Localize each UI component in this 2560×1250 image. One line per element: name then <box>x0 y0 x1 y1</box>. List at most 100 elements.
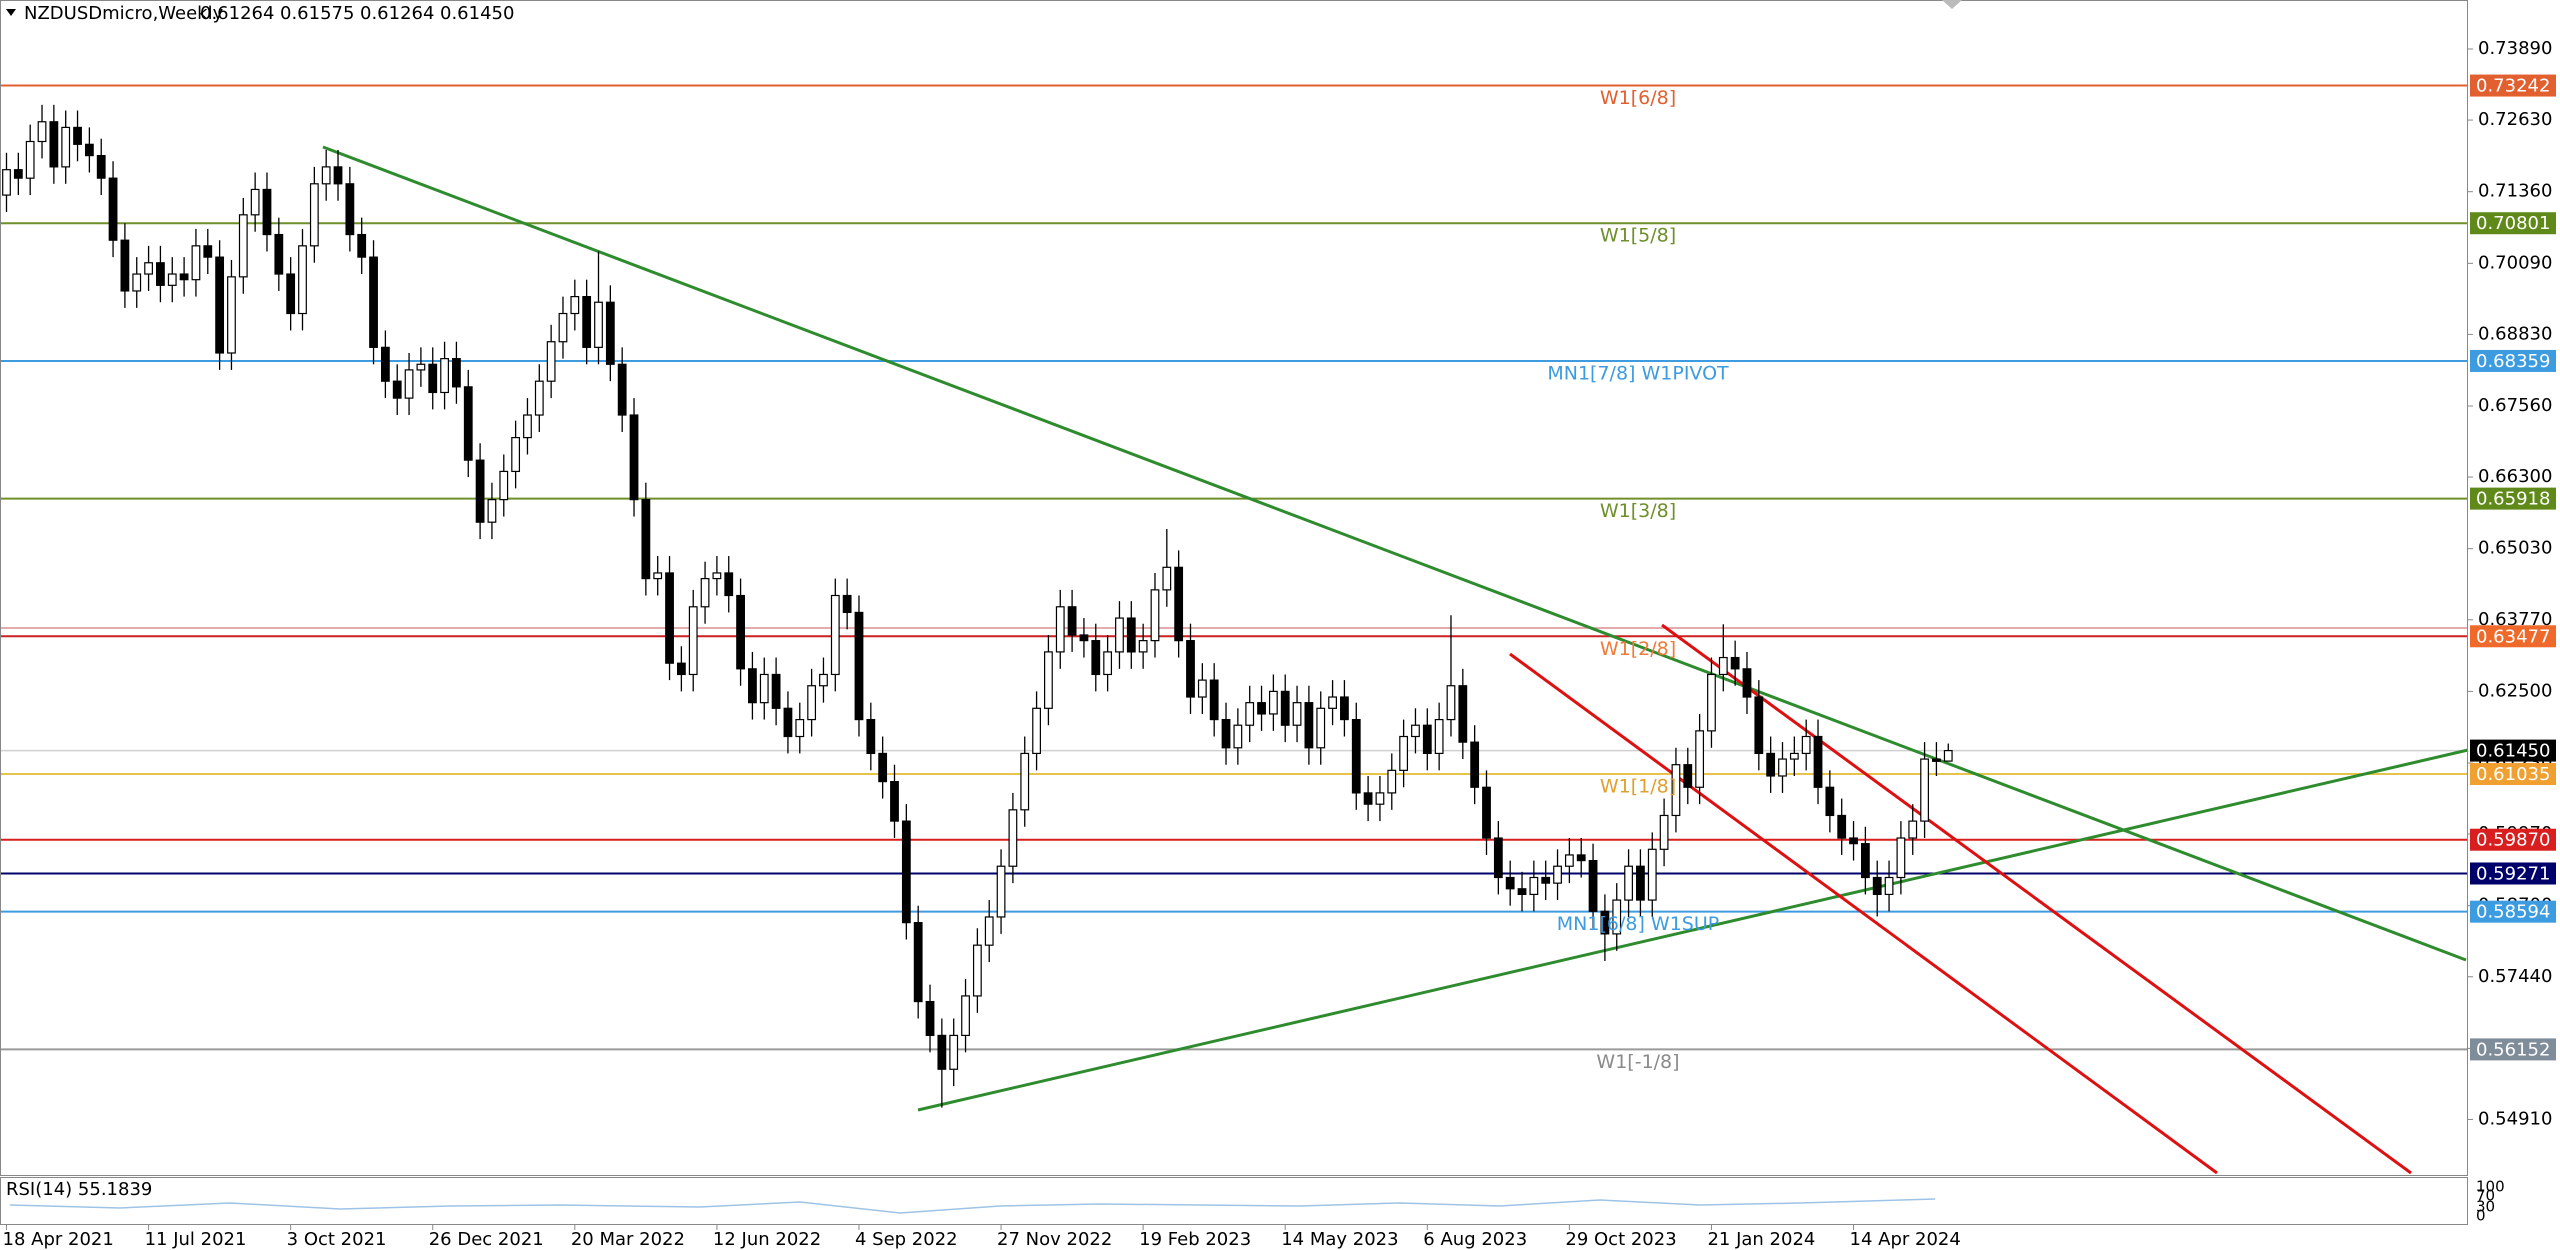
candle-body <box>345 183 355 236</box>
candle-body <box>748 668 757 704</box>
candle-body <box>392 380 402 399</box>
candle-body <box>795 718 805 738</box>
price-box-label: 0.59870 <box>2476 830 2550 851</box>
candle-body <box>523 414 532 439</box>
menu-arrow[interactable] <box>6 9 16 16</box>
candle-body <box>1411 724 1420 738</box>
candle-body <box>866 718 876 755</box>
price-box <box>2470 862 2556 885</box>
y-tick-label: 0.62500 <box>2478 680 2552 701</box>
candle-body <box>1884 876 1894 896</box>
rsi-tick: 0 <box>2476 1207 2486 1225</box>
candle-body <box>1754 696 1764 755</box>
y-tick-label: 0.73890 <box>2478 38 2552 59</box>
candle-body <box>1541 876 1551 884</box>
candle-body <box>819 673 828 687</box>
price-box-label: 0.63477 <box>2476 626 2550 647</box>
candle-body <box>1801 735 1811 755</box>
candle-body <box>309 183 319 247</box>
candle-body <box>1209 679 1219 721</box>
ohlc: 0.61450 <box>440 3 514 24</box>
channel-line <box>1661 623 2412 1175</box>
ohlc: 0.61575 <box>280 3 354 24</box>
candle-body <box>120 239 130 292</box>
price-box <box>2470 349 2556 372</box>
price-box <box>2470 739 2556 762</box>
candle-body <box>1896 837 1906 879</box>
candle-body <box>1375 792 1385 805</box>
price-box <box>2470 763 2556 786</box>
candle-body <box>416 363 426 371</box>
price-box-label: 0.70801 <box>2476 213 2550 234</box>
level-name: W1[5/8] <box>1600 225 1676 247</box>
candle-body <box>1055 606 1065 653</box>
candle-body <box>925 1000 935 1037</box>
candle-body <box>132 273 142 292</box>
candle-body <box>546 341 556 382</box>
price-box-label: 0.65918 <box>2476 489 2550 510</box>
candle-body <box>1860 843 1870 879</box>
candle-body <box>1079 634 1089 642</box>
candle-body <box>1434 718 1444 755</box>
candle-body <box>1115 617 1124 653</box>
candle-body <box>357 233 367 258</box>
candle-body <box>1197 679 1207 698</box>
candle-body <box>1245 702 1255 726</box>
price-box <box>2470 212 2556 235</box>
candle-body <box>1257 702 1266 715</box>
candle-body <box>759 673 769 704</box>
candle-body <box>1576 854 1586 862</box>
candle-body <box>463 386 473 461</box>
candle-body <box>558 312 568 343</box>
candle-body <box>108 177 118 241</box>
candle-body <box>1588 859 1598 912</box>
price-box-label: 0.61450 <box>2476 741 2550 762</box>
y-tick-label: 0.66300 <box>2478 466 2552 487</box>
candle-body <box>1730 656 1740 670</box>
candle-body <box>1671 764 1681 817</box>
price-box <box>2470 487 2556 510</box>
candle-body <box>1138 640 1148 653</box>
level-name: W1[6/8] <box>1600 87 1676 109</box>
candle-body <box>1150 589 1160 642</box>
ohlc: 0.61264 <box>360 3 434 24</box>
candle-body <box>1162 566 1172 591</box>
candle-body <box>783 707 793 738</box>
candle-body <box>830 594 840 676</box>
price-box <box>2470 74 2556 97</box>
price-box <box>2470 900 2556 923</box>
candle-body <box>807 685 817 721</box>
level-name: W1[2/8] <box>1600 638 1676 660</box>
candle-body <box>1174 566 1184 642</box>
candle-body <box>1458 685 1468 743</box>
x-tick-label: 18 Apr 2021 <box>3 1229 114 1250</box>
candle-body <box>404 369 414 399</box>
symbol: NZDUSDmicro,Weekly <box>24 3 224 24</box>
candle-body <box>1908 820 1918 839</box>
candle-body <box>144 262 153 275</box>
candle-body <box>972 944 982 997</box>
candle-body <box>1517 888 1527 896</box>
candle-body <box>842 594 852 614</box>
candle-body <box>617 363 627 416</box>
candle-body <box>1328 696 1337 709</box>
candle-body <box>1718 656 1728 676</box>
candle-body <box>1837 814 1847 839</box>
candle-body <box>653 572 663 580</box>
candle-body <box>736 594 745 670</box>
level-name: W1[3/8] <box>1600 500 1676 522</box>
candle-body <box>1008 809 1018 867</box>
x-tick-label: 6 Aug 2023 <box>1423 1229 1527 1250</box>
level-name: MN1[6/8] W1SUP <box>1557 913 1719 935</box>
candle-body <box>1292 702 1302 726</box>
candle-body <box>1624 865 1633 901</box>
candle-body <box>1683 764 1693 788</box>
candle-body <box>937 1034 947 1070</box>
candle-body <box>380 346 390 382</box>
candle-body <box>1849 837 1858 845</box>
candle-body <box>1186 640 1195 698</box>
candle-body <box>665 572 674 664</box>
candle-body <box>700 577 710 608</box>
candle-body <box>156 262 165 286</box>
candle-body <box>570 295 580 315</box>
